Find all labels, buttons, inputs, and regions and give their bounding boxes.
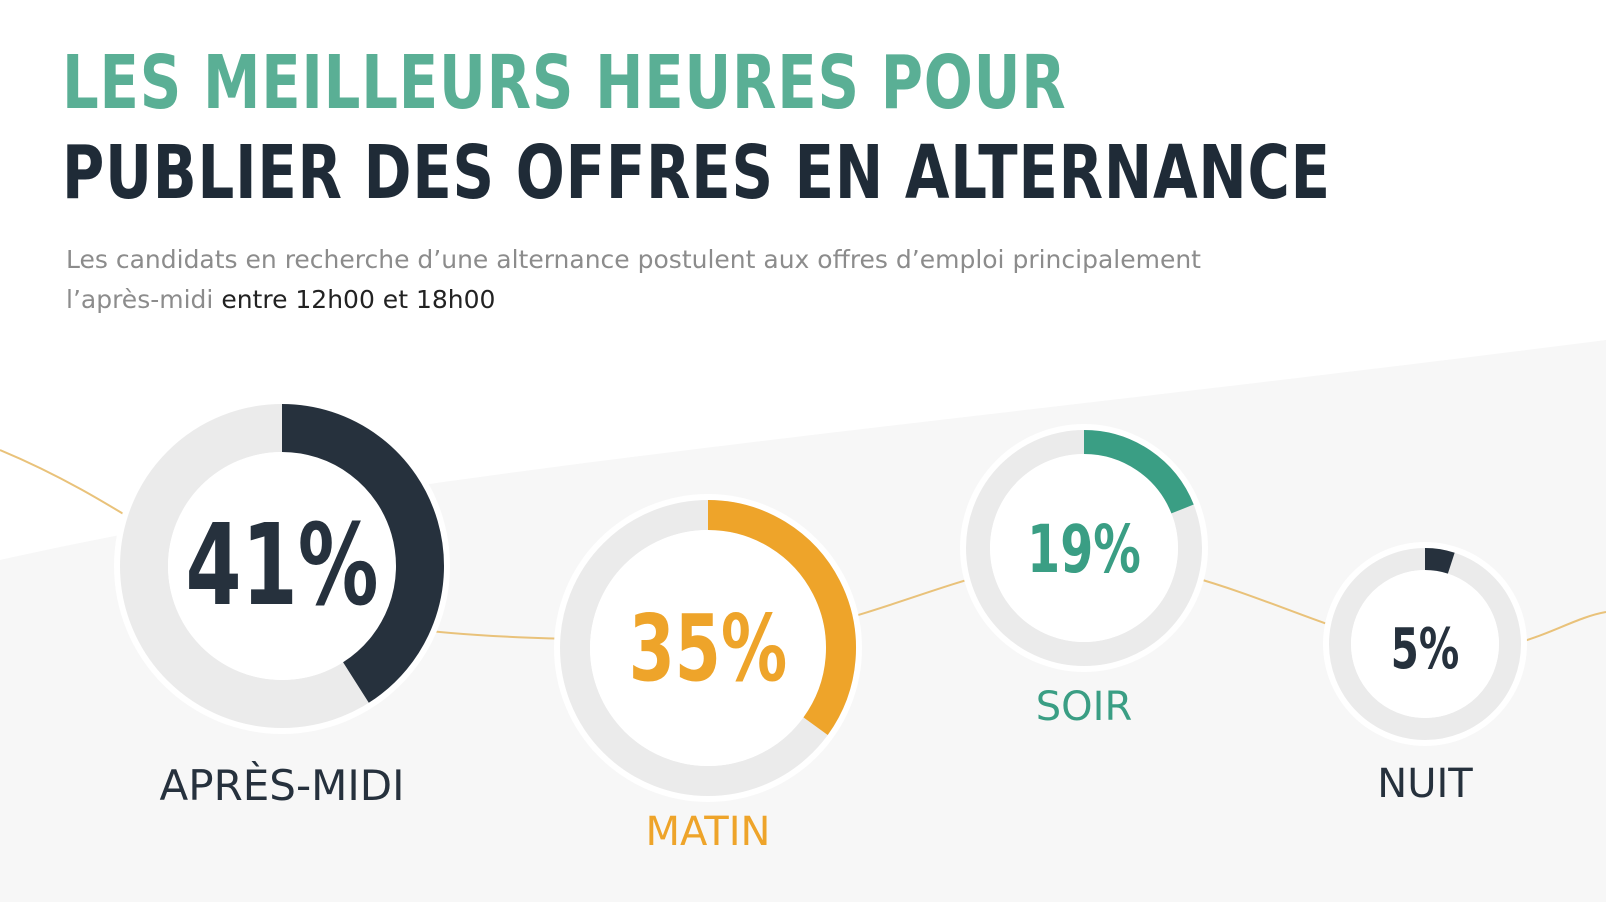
value-label-matin: 35% [629, 595, 788, 702]
donut-center-apres-midi [168, 452, 396, 680]
value-label-soir: 19% [1027, 511, 1141, 588]
donut-center-soir [990, 454, 1178, 642]
value-label-nuit: 5% [1391, 616, 1459, 681]
subtitle-highlight: entre 12h00 et 18h00 [221, 285, 496, 314]
donut-center-nuit [1351, 570, 1499, 718]
title-line-2: PUBLIER DES OFFRES EN ALTERNANCE [62, 130, 1331, 216]
category-label-soir: SOIR [1036, 684, 1132, 730]
category-label-nuit: NUIT [1377, 761, 1473, 807]
subtitle: Les candidats en recherche d’une alterna… [66, 240, 1216, 320]
category-label-matin: MATIN [646, 809, 771, 855]
donut-arc-matin [707, 500, 856, 735]
value-label-apres-midi: 41% [185, 501, 378, 632]
donut-arc-apres-midi [281, 404, 444, 703]
donut-arc-soir [1083, 430, 1194, 514]
category-label-apres-midi: APRÈS-MIDI [160, 760, 405, 810]
title-line-1: LES MEILLEURS HEURES POUR [62, 40, 1067, 126]
donut-arc-nuit [1424, 548, 1455, 574]
donut-center-matin [590, 530, 826, 766]
subtitle-text: Les candidats en recherche d’une alterna… [66, 245, 1201, 314]
